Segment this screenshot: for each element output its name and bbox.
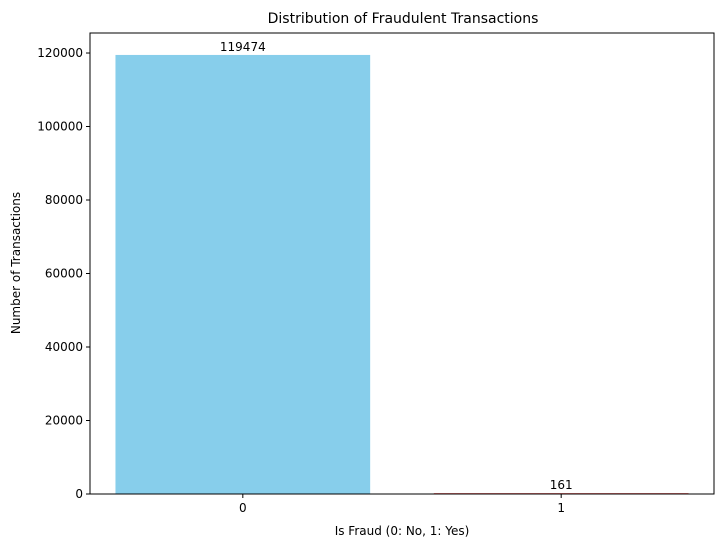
x-tick-label-1: 1	[557, 501, 565, 515]
x-tick-label-0: 0	[239, 501, 247, 515]
x-axis-label: Is Fraud (0: No, 1: Yes)	[335, 524, 470, 538]
y-tick-label-80000: 80000	[45, 193, 83, 207]
y-tick-label-60000: 60000	[45, 267, 83, 281]
bar-0	[115, 54, 371, 495]
chart-title: Distribution of Fraudulent Transactions	[268, 11, 539, 27]
data-label-0: 119474	[220, 40, 266, 54]
y-tick-label-20000: 20000	[45, 414, 83, 428]
plot-frame	[89, 32, 715, 495]
y-tick-label-120000: 120000	[37, 46, 83, 60]
y-tick-label-0: 0	[75, 487, 83, 501]
y-tick-label-40000: 40000	[45, 340, 83, 354]
y-tick-label-100000: 100000	[37, 120, 83, 134]
y-axis-label: Number of Transactions	[9, 192, 23, 334]
data-label-1: 161	[550, 478, 573, 492]
